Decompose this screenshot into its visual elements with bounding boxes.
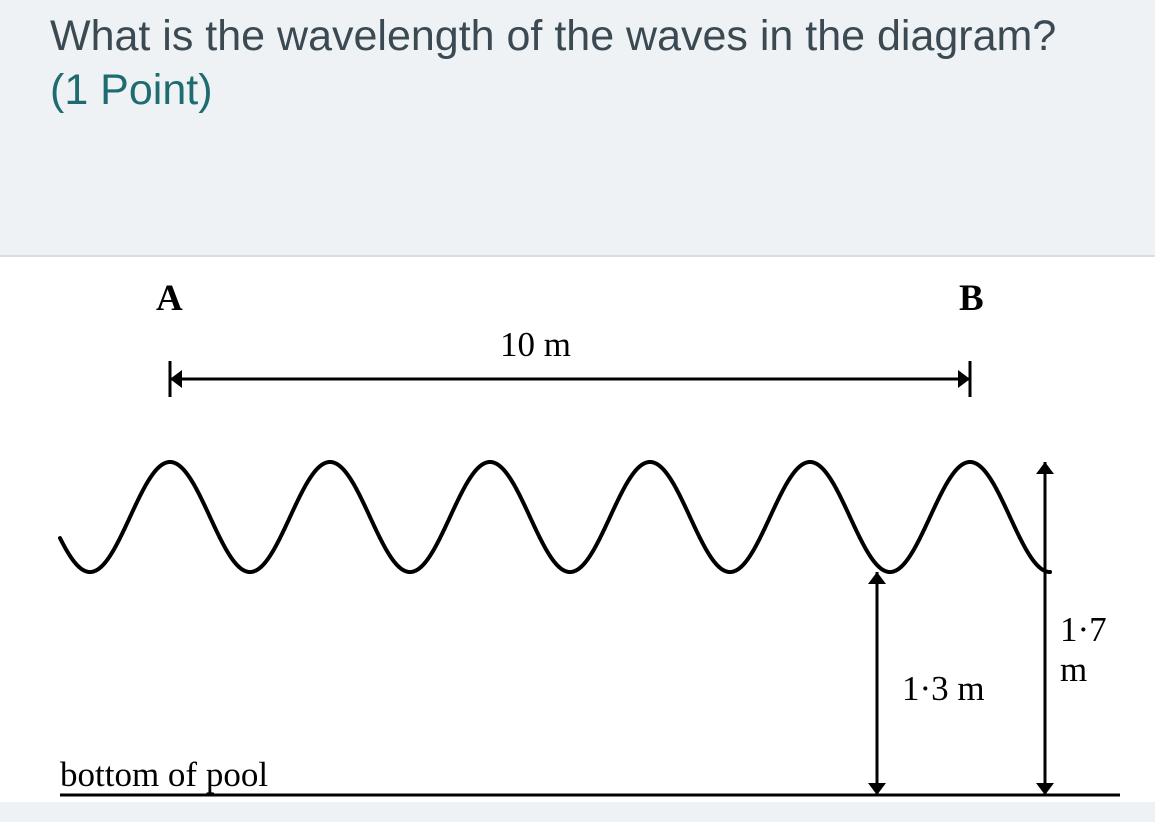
question-points: (1 Point) (50, 66, 1105, 115)
page-root: What is the wavelength of the waves in t… (0, 0, 1155, 822)
diagram-svg (60, 277, 1130, 807)
label-A: A (156, 277, 183, 320)
diagram-panel: A B 10 m 1·3 m 1·7 m bottom of pool (0, 255, 1155, 802)
label-pool-bottom: bottom of pool (60, 755, 268, 795)
label-distance-AB: 10 m (500, 325, 571, 365)
label-B: B (959, 277, 984, 320)
label-depth-crest: 1·7 m (1060, 610, 1130, 690)
question-text: What is the wavelength of the waves in t… (50, 10, 1105, 64)
question-block: What is the wavelength of the waves in t… (50, 10, 1105, 115)
wave-diagram: A B 10 m 1·3 m 1·7 m bottom of pool (60, 277, 1130, 797)
label-depth-trough: 1·3 m (902, 669, 985, 709)
